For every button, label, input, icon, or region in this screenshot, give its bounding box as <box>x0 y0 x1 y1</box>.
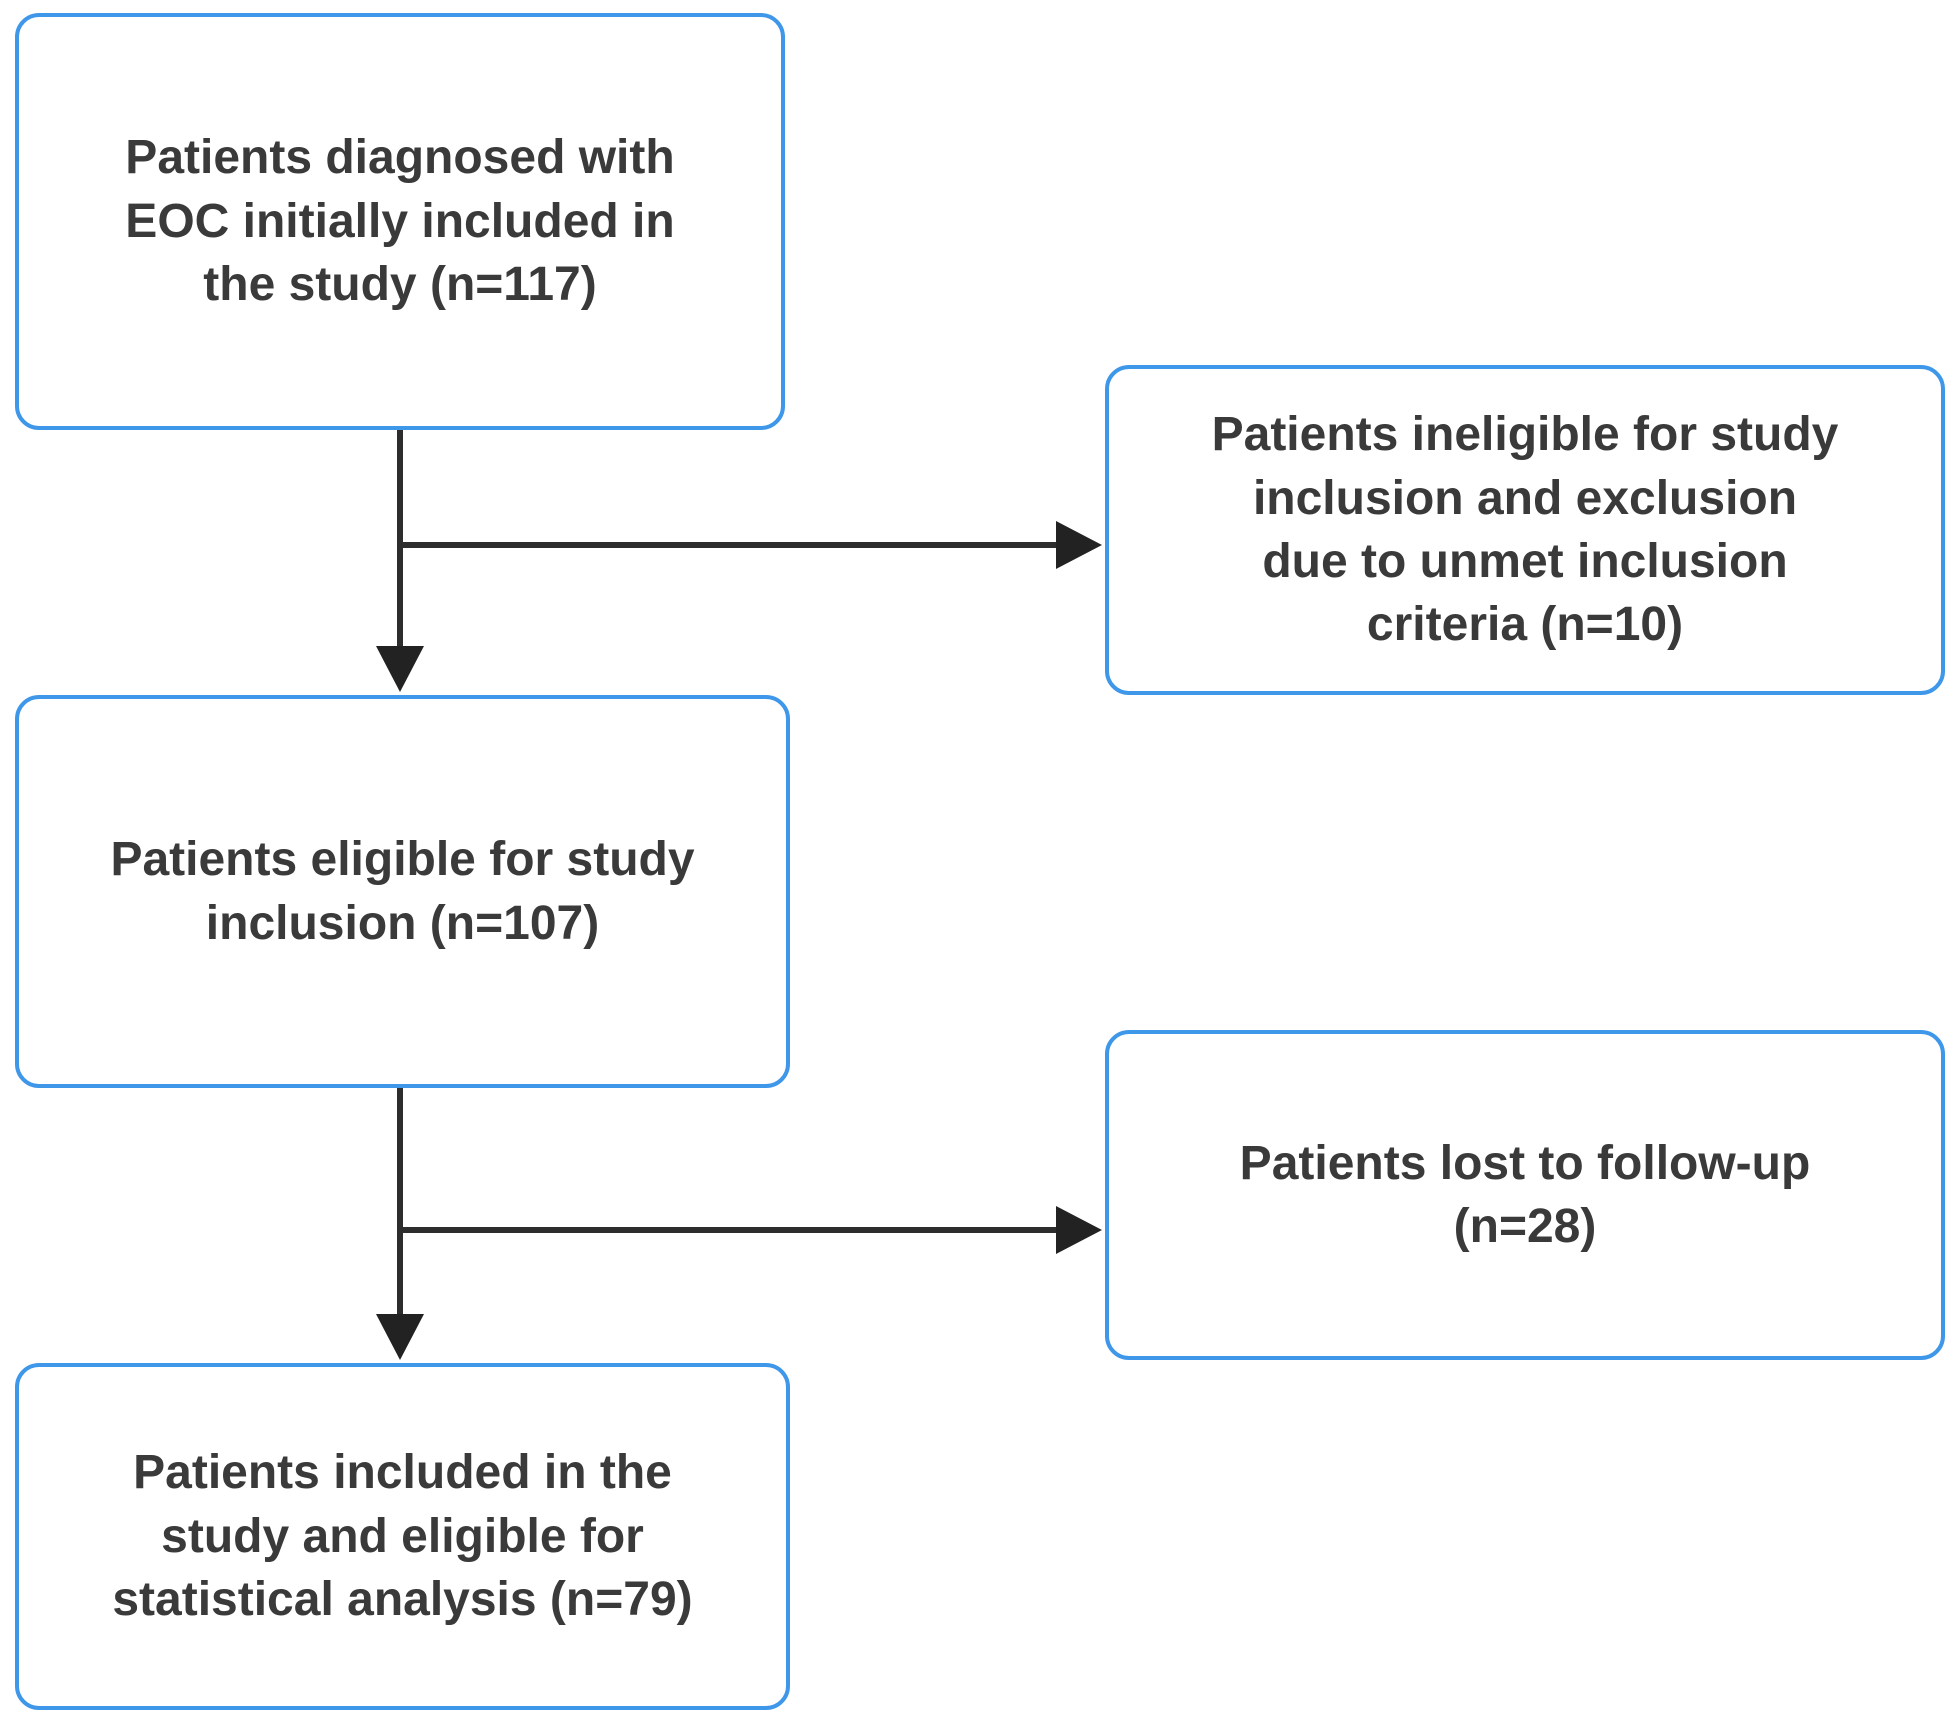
node-eligible: Patients eligible for study inclusion (n… <box>15 695 790 1088</box>
arrow-branch-to-ineligible-head <box>1056 521 1102 569</box>
arrow-eligible-to-included-head <box>376 1314 424 1360</box>
node-eligible-label: Patients eligible for study inclusion (n… <box>110 833 695 950</box>
node-initial-label: Patients diagnosed with EOC initially in… <box>125 131 675 312</box>
node-ineligible-label: Patients ineligible for study inclusion … <box>1211 408 1839 652</box>
node-initial: Patients diagnosed with EOC initially in… <box>15 13 785 430</box>
node-lost: Patients lost to follow-up (n=28) <box>1105 1030 1945 1360</box>
node-included: Patients included in the study and eligi… <box>15 1363 790 1710</box>
node-lost-label: Patients lost to follow-up (n=28) <box>1239 1136 1811 1253</box>
node-included-label: Patients included in the study and eligi… <box>112 1446 693 1627</box>
arrow-initial-to-eligible-head <box>376 646 424 692</box>
arrow-branch-to-lost-head <box>1056 1206 1102 1254</box>
node-ineligible: Patients ineligible for study inclusion … <box>1105 365 1945 695</box>
